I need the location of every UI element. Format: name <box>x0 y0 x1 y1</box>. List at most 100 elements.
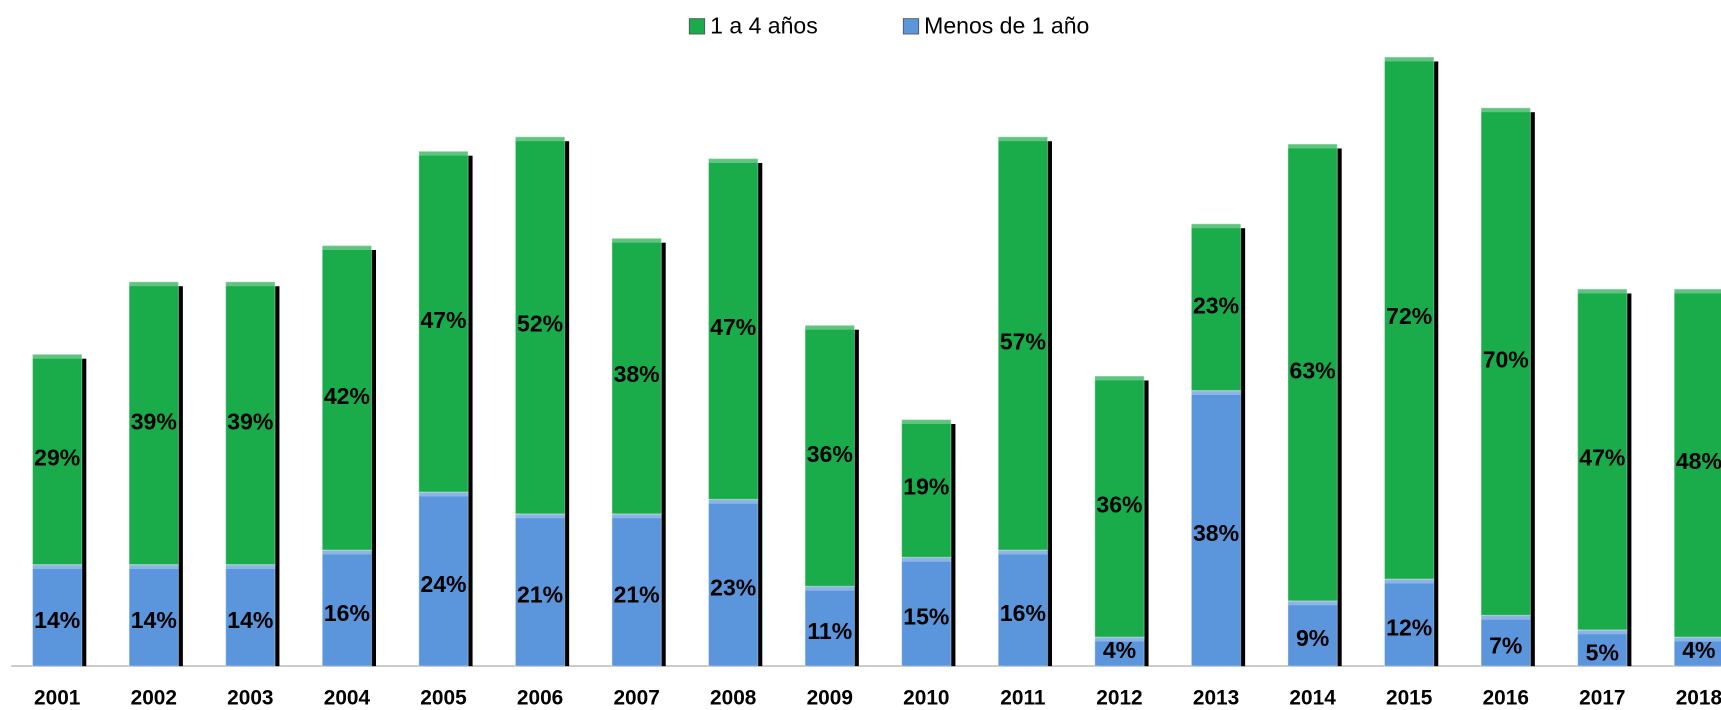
bar-top <box>805 325 855 330</box>
value-label: 21% <box>614 582 660 608</box>
bar-top <box>129 564 179 569</box>
value-label: 47% <box>710 314 756 340</box>
x-tick-label: 2006 <box>517 687 563 710</box>
bar-top <box>322 550 372 555</box>
value-label: 70% <box>1483 347 1529 373</box>
value-label: 12% <box>1386 614 1432 640</box>
bar-top <box>901 419 952 424</box>
bar-top <box>515 136 565 142</box>
bar-segment <box>514 513 566 667</box>
x-tick-label: 2007 <box>613 687 659 710</box>
bar-top <box>32 354 82 359</box>
bar-top <box>998 550 1048 555</box>
bar-segment <box>31 564 83 667</box>
value-label: 47% <box>1579 445 1625 471</box>
x-tick-label: 2009 <box>807 687 853 710</box>
bar-top <box>1191 223 1241 229</box>
bar-top <box>708 158 758 163</box>
bar-segment <box>804 324 856 587</box>
bar-segment <box>1383 578 1435 667</box>
value-label: 39% <box>131 408 177 434</box>
value-label: 63% <box>1290 358 1336 384</box>
bar-segment <box>321 549 373 667</box>
x-tick-label: 2013 <box>1193 687 1239 710</box>
x-tick-label: 2015 <box>1386 687 1433 710</box>
bar-segment <box>1480 107 1531 616</box>
bar-segment <box>901 419 952 558</box>
bar-top <box>1481 615 1531 620</box>
bar-top <box>901 557 952 562</box>
bar-top <box>1384 57 1434 62</box>
bar-top <box>708 499 758 504</box>
bar-segment <box>225 564 276 667</box>
bar-segment <box>707 498 759 667</box>
value-label: 4% <box>1682 637 1715 663</box>
value-label: 38% <box>1193 520 1239 546</box>
value-label: 5% <box>1586 640 1619 666</box>
x-tick-label: 2014 <box>1289 687 1336 710</box>
x-tick-label: 2005 <box>420 687 467 710</box>
x-tick-label: 2003 <box>227 687 273 710</box>
bar-top <box>1577 629 1628 635</box>
bar-top <box>998 136 1048 142</box>
bar-top <box>611 513 662 519</box>
bar-top <box>1674 289 1721 294</box>
bar-top <box>1384 579 1434 584</box>
value-label: 11% <box>807 618 852 644</box>
value-label: 15% <box>903 603 949 629</box>
x-tick-label: 2011 <box>1000 687 1046 710</box>
bar-segment <box>1190 223 1242 392</box>
bar-top <box>418 151 469 156</box>
value-label: 39% <box>227 408 273 434</box>
x-tick-label: 2008 <box>710 687 756 710</box>
bar-segment <box>611 237 662 515</box>
value-label: 38% <box>614 361 660 387</box>
bar-top <box>225 564 276 569</box>
value-label: 72% <box>1386 303 1432 329</box>
bar-segment <box>997 549 1049 667</box>
value-label: 4% <box>1103 637 1136 663</box>
x-tick-label: 2001 <box>34 687 81 710</box>
legend-swatch <box>688 18 706 35</box>
bar-segment <box>1577 629 1628 667</box>
bar-top <box>225 281 276 287</box>
bar-top <box>1577 289 1628 294</box>
value-label: 21% <box>517 582 563 608</box>
value-label: 23% <box>1193 292 1239 318</box>
value-label: 7% <box>1489 632 1522 658</box>
x-tick-label: 2010 <box>903 687 949 710</box>
value-label: 42% <box>324 383 370 409</box>
value-label: 47% <box>420 307 466 333</box>
value-label: 9% <box>1296 625 1329 651</box>
value-label: 23% <box>710 574 756 600</box>
bar-segment <box>1190 390 1242 667</box>
bar-top <box>1287 144 1338 149</box>
bar-top <box>515 513 565 519</box>
bar-segment <box>1673 288 1721 638</box>
bar-segment <box>1094 636 1145 667</box>
value-label: 16% <box>1000 600 1046 626</box>
bar-top <box>1287 600 1338 606</box>
bar-segment <box>804 585 856 667</box>
value-label: 24% <box>420 571 466 597</box>
x-tick-label: 2018 <box>1676 687 1721 710</box>
bar-segment <box>1383 56 1435 580</box>
bar-top <box>805 586 855 591</box>
value-label: 52% <box>517 310 563 336</box>
bar-segment <box>514 136 566 515</box>
value-label: 16% <box>324 600 370 626</box>
bar-segment <box>707 158 759 500</box>
bar-top <box>1674 637 1721 642</box>
bar-segment <box>1480 614 1531 667</box>
bar-segment <box>1094 375 1145 638</box>
value-label: 57% <box>1000 329 1046 355</box>
x-tick-label: 2002 <box>131 687 177 710</box>
bar-top <box>32 564 82 569</box>
bar-segment <box>1577 288 1628 631</box>
value-label: 36% <box>1096 492 1142 518</box>
legend-swatch <box>902 18 920 35</box>
bar-top <box>418 492 469 497</box>
bar-top <box>322 245 372 250</box>
bar-segment <box>418 491 469 667</box>
